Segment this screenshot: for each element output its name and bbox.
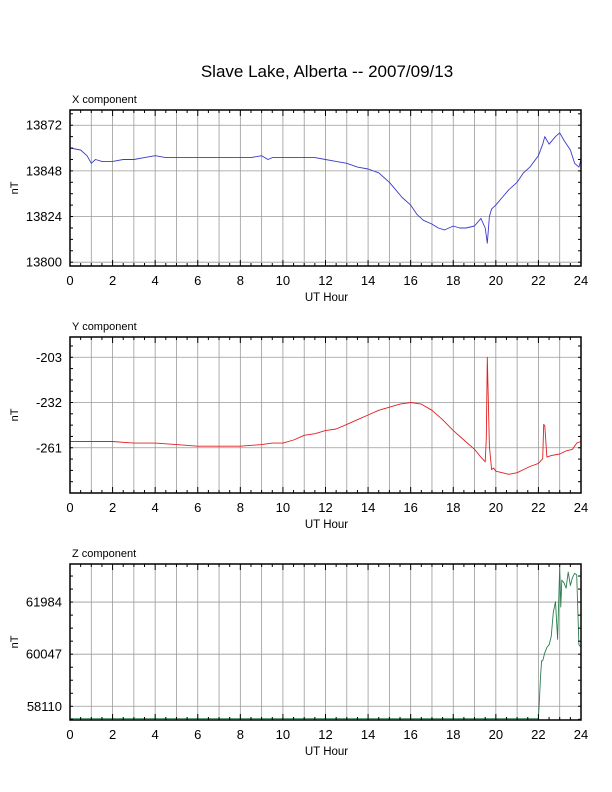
x-tick-label: 8	[237, 500, 244, 515]
x-tick-label: 6	[194, 273, 201, 288]
x-tick-label: 16	[403, 500, 417, 515]
x-tick-label: 12	[318, 500, 332, 515]
x-tick-label: 10	[276, 273, 290, 288]
x-tick-label: 12	[318, 727, 332, 742]
x-tick-label: 12	[318, 273, 332, 288]
x-axis-label: UT Hour	[305, 746, 348, 758]
x-tick-label: 14	[361, 727, 375, 742]
y-tick-label: -232	[36, 395, 62, 410]
x-tick-label: 14	[361, 273, 375, 288]
x-tick-label: 18	[446, 727, 460, 742]
x-axis-label: UT Hour	[305, 292, 348, 304]
x-tick-label: 24	[574, 727, 588, 742]
x-tick-label: 0	[66, 727, 73, 742]
x-tick-label: 20	[489, 273, 503, 288]
y-tick-label: 13848	[26, 163, 62, 178]
x-tick-label: 6	[194, 727, 201, 742]
y-tick-label: 13800	[26, 255, 62, 270]
y-axis-label: nT	[9, 635, 21, 648]
x-tick-label: 8	[237, 727, 244, 742]
y-axis-label: nT	[9, 181, 21, 194]
x-tick-label: 4	[152, 727, 159, 742]
x-axis-label: UT Hour	[305, 519, 348, 531]
x-tick-label: 20	[489, 727, 503, 742]
x-tick-label: 22	[531, 500, 545, 515]
x-tick-label: 24	[574, 273, 588, 288]
x-tick-label: 18	[446, 273, 460, 288]
x-tick-label: 4	[152, 273, 159, 288]
series-line-0-0	[69, 132, 582, 244]
x-tick-label: 2	[109, 273, 116, 288]
panel-label: Z component	[72, 548, 136, 560]
x-tick-label: 18	[446, 500, 460, 515]
y-tick-label: 13824	[26, 209, 62, 224]
x-tick-label: 4	[152, 500, 159, 515]
y-tick-label: 61984	[26, 595, 62, 610]
series-line-2-0	[70, 566, 582, 720]
x-tick-label: 10	[276, 727, 290, 742]
x-tick-label: 22	[531, 273, 545, 288]
x-tick-label: 2	[109, 500, 116, 515]
x-tick-label: 14	[361, 500, 375, 515]
y-tick-label: 60047	[26, 647, 62, 662]
y-tick-label: -261	[36, 440, 62, 455]
panel-label: Y component	[72, 321, 137, 333]
x-tick-label: 22	[531, 727, 545, 742]
x-tick-label: 10	[276, 500, 290, 515]
x-tick-label: 0	[66, 500, 73, 515]
panel-0: 0 2 4 6 8 10 12 14 16 18 20 22 241380013824138481387…	[9, 94, 588, 304]
panel-label: X component	[72, 94, 137, 106]
x-tick-label: 16	[403, 727, 417, 742]
page-title: Slave Lake, Alberta -- 2007/09/13	[201, 62, 453, 81]
x-tick-label: 8	[237, 273, 244, 288]
x-tick-label: 6	[194, 500, 201, 515]
x-tick-label: 2	[109, 727, 116, 742]
y-tick-label: 13872	[26, 118, 62, 133]
x-tick-label: 24	[574, 500, 588, 515]
x-tick-label: 20	[489, 500, 503, 515]
series-line-1-0	[70, 356, 582, 475]
y-axis-label: nT	[9, 408, 21, 421]
x-tick-label: 0	[66, 273, 73, 288]
x-tick-label: 16	[403, 273, 417, 288]
y-tick-label: -203	[36, 350, 62, 365]
y-tick-label: 58110	[27, 699, 62, 714]
chart-panels: 0 2 4 6 8 10 12 14 16 18 20 22 241380013824138481387…	[9, 94, 588, 758]
